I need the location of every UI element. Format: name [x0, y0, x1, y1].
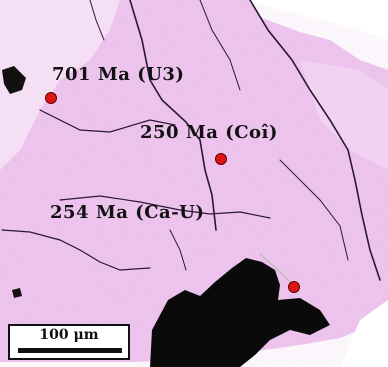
scale-bar — [18, 348, 122, 353]
analysis-spot-u3 — [45, 92, 57, 104]
cracks — [1, 0, 381, 287]
age-label-ca-u: 254 Ma (Ca-U) — [50, 202, 205, 223]
age-label-cof: 250 Ma (Coî) — [140, 122, 278, 143]
analysis-spot-cof — [215, 153, 227, 165]
analysis-spot-ca-u — [288, 281, 300, 293]
age-label-u3: 701 Ma (U3) — [52, 64, 185, 85]
outside-area-bottom-right — [340, 300, 388, 367]
outside-area — [250, 0, 388, 40]
black-speck — [12, 288, 22, 298]
scale-bar-box: 100 μm — [8, 324, 130, 360]
black-void — [150, 258, 330, 367]
black-spot-left — [2, 66, 26, 94]
scale-bar-label: 100 μm — [39, 327, 99, 343]
